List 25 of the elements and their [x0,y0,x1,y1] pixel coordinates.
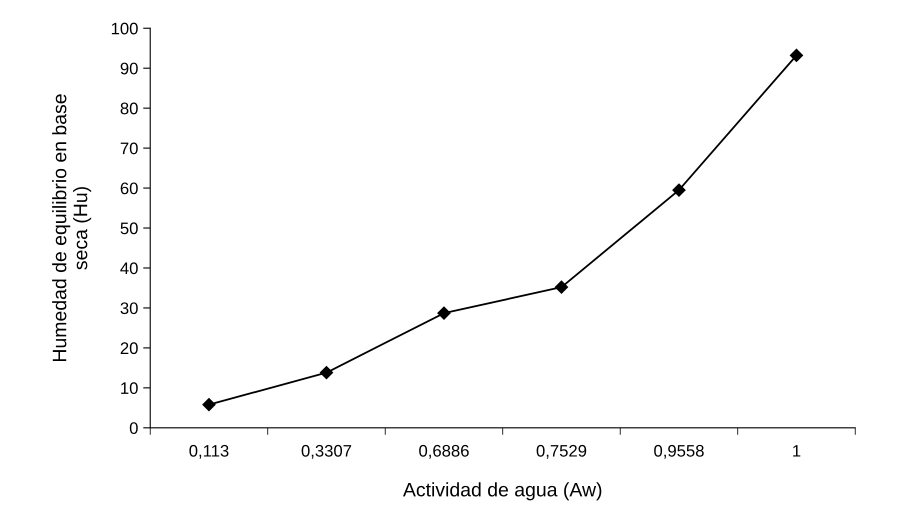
point [202,398,216,412]
x-tick-label: 0,113 [189,444,228,459]
y-tick-label: 60 [120,182,138,194]
x-tick-label: 0,3307 [302,444,352,459]
point [672,183,686,197]
point [437,306,451,320]
y-tick-label: 50 [120,222,138,234]
y-tick-label: 90 [120,62,138,74]
y-tick-label: 20 [120,342,138,354]
x-tick-label: 0,6886 [419,444,469,459]
y-tick-label: 30 [120,302,138,314]
y-axis-title: Humedad de equilibrio en base seca (Hu) [52,94,92,362]
point [554,280,568,294]
point [790,48,804,62]
y-tick-label: 0 [130,422,138,434]
x-tick-label: 1 [793,445,800,457]
y-tick-label: 40 [120,262,138,274]
x-tick-label: 0,9558 [654,444,704,459]
x-axis-title: Actividad de agua (Aw) [402,482,602,500]
y-tick-label: 10 [121,382,138,394]
point [320,366,334,380]
y-tick-label: 80 [120,102,138,114]
x-tick-label: 0,7529 [536,444,586,459]
y-tick-label: 70 [120,142,138,154]
y-tick-label: 100 [112,22,138,34]
